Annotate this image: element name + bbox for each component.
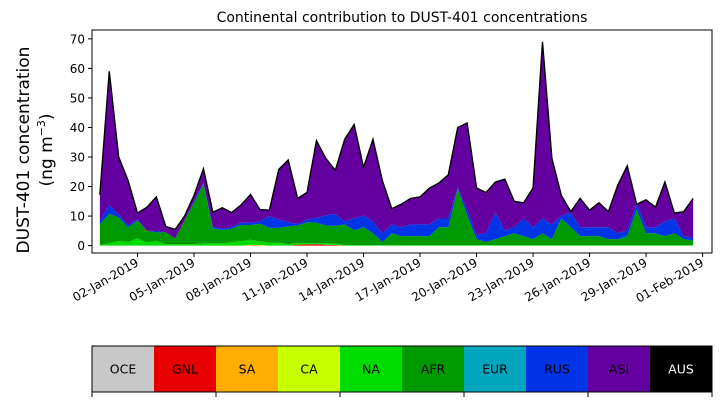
plot-area (91, 29, 713, 254)
legend-swatch-na (340, 346, 403, 392)
legend-frame (91, 345, 713, 393)
legend-swatch-oce (92, 346, 155, 392)
y-tick-label: 30 (70, 151, 85, 165)
y-tick-label: 20 (70, 180, 85, 194)
legend-label-ca: CA (300, 362, 318, 377)
legend-label-aus: AUS (668, 362, 694, 377)
legend-swatch-eur (464, 346, 527, 392)
legend-swatch-rus (526, 346, 589, 392)
y-tick-label: 10 (70, 210, 85, 224)
legend-label-asi: ASI (609, 362, 629, 377)
legend-swatch-aus (650, 346, 713, 392)
area-afr (99, 184, 694, 246)
legend-label-sa: SA (239, 362, 256, 377)
y-tick-label: 50 (70, 91, 85, 105)
y-tick-label: 70 (70, 32, 85, 46)
y-axis-label-units-open: (ng m (37, 136, 57, 186)
y-axis-label-line1: DUST-401 concentration (14, 47, 34, 254)
y-axis-label-units-close: ) (37, 113, 57, 120)
total-line (99, 41, 694, 231)
y-tick-label: 40 (70, 121, 85, 135)
y-axis-label: DUST-401 concentration (14, 47, 34, 254)
y-tick-label: 60 (70, 62, 85, 76)
y-tick-label: 0 (77, 239, 85, 253)
y-axis-label-units: (ng m−3) (35, 113, 57, 186)
legend-swatch-afr (402, 346, 465, 392)
legend-swatch-ca (278, 346, 341, 392)
y-axis-label-exponent: −3 (35, 120, 48, 136)
legend-label-oce: OCE (110, 362, 137, 377)
chart-title: Continental contribution to DUST-401 con… (217, 10, 588, 26)
y-axis: 0 10 20 30 40 50 60 70 (70, 32, 92, 253)
plot-frame (91, 29, 713, 254)
area-asi (99, 41, 694, 239)
legend: OCE GNL SA CA NA AFR EUR RUS ASI AUS (91, 345, 713, 397)
area-na (99, 238, 694, 246)
legend-label-afr: AFR (421, 362, 446, 377)
legend-label-eur: EUR (482, 362, 508, 377)
legend-swatch-gnl (154, 346, 217, 392)
legend-swatch-sa (216, 346, 279, 392)
area-rus (99, 182, 694, 243)
legend-label-gnl: GNL (172, 362, 198, 377)
x-axis: 02-Jan-201905-Jan-201908-Jan-201911-Jan-… (70, 253, 706, 305)
legend-swatch-asi (588, 346, 651, 392)
area-sa (99, 244, 694, 246)
legend-label-rus: RUS (544, 362, 570, 377)
legend-label-na: NA (362, 362, 380, 377)
